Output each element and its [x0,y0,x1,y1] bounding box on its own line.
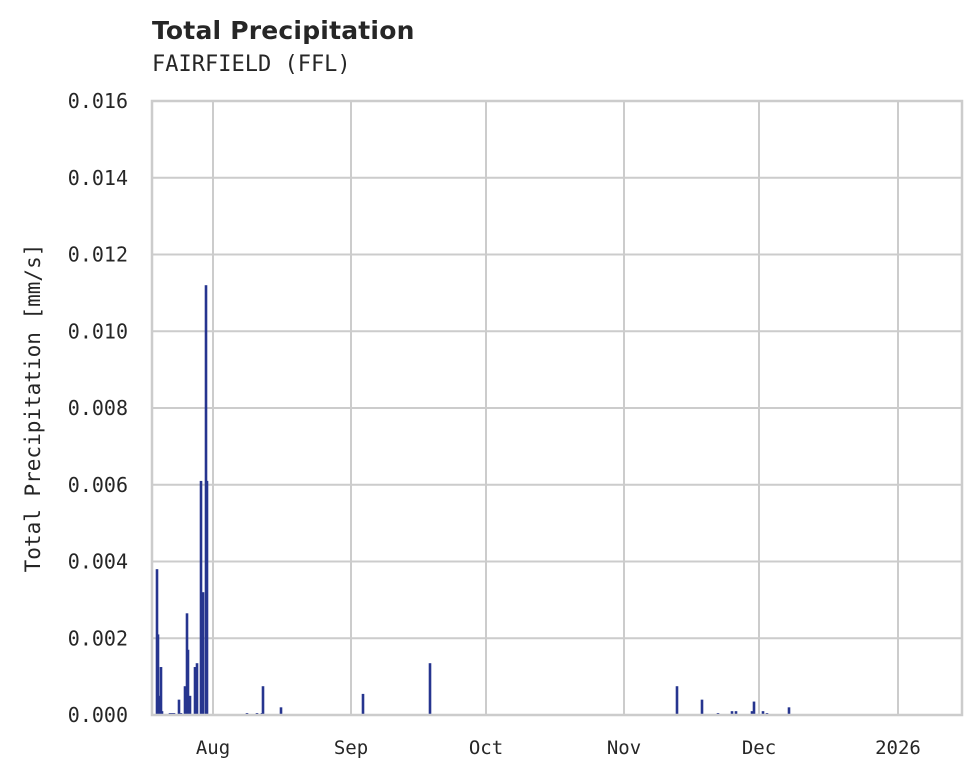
precip-bar [201,592,205,715]
x-tick-label: Nov [607,737,641,759]
precip-bar [752,701,756,715]
y-tick-label: 0.016 [68,89,128,113]
precip-bar [675,686,679,715]
precip-bar [183,686,187,715]
precip-bar [205,480,209,715]
precip-bar [279,707,283,715]
axes-frame [150,99,964,717]
precip-bar [730,711,734,715]
precip-bar [193,667,197,715]
x-tick-label: Oct [469,737,503,759]
precip-bar [177,699,181,715]
y-tick-label: 0.008 [68,396,128,420]
x-tick-label: Dec [742,737,776,759]
precip-bar [361,693,365,715]
x-tick-label: Sep [334,737,368,759]
precip-bar [787,707,791,715]
precip-bar [186,649,190,715]
precip-bar [159,667,163,715]
y-tick-label: 0.000 [68,703,128,727]
y-tick-label: 0.002 [68,626,128,650]
precip-bar [199,480,203,715]
chart-subtitle: FAIRFIELD (FFL) [152,52,351,77]
chart-title: Total Precipitation [152,16,415,45]
precip-bar [428,663,432,715]
y-tick-label: 0.014 [68,166,128,190]
x-tick-label: Aug [196,737,230,759]
y-tick-label: 0.012 [68,243,128,267]
precip-bar [734,711,738,715]
x-tick-label: 2026 [875,737,921,759]
precip-bar [188,695,192,715]
x-axis-ticks: Aug Sep Oct Nov Dec 2026 [196,737,921,759]
precip-bar [195,663,199,715]
precip-bar [156,634,160,715]
y-axis-label: Total Precipitation [mm/s] [21,244,45,573]
y-tick-label: 0.010 [68,319,128,343]
precip-bar [261,686,265,715]
precip-bar [160,711,164,715]
gridlines [152,100,962,716]
y-axis-ticks: 0.000 0.002 0.004 0.006 0.008 0.010 0.012 0.014… [68,89,128,727]
y-tick-label: 0.006 [68,473,128,497]
y-tick-label: 0.004 [68,550,128,574]
bar-series [155,285,791,715]
precip-bar [761,711,765,715]
precip-bar [700,699,704,715]
precip-bar [750,711,754,715]
